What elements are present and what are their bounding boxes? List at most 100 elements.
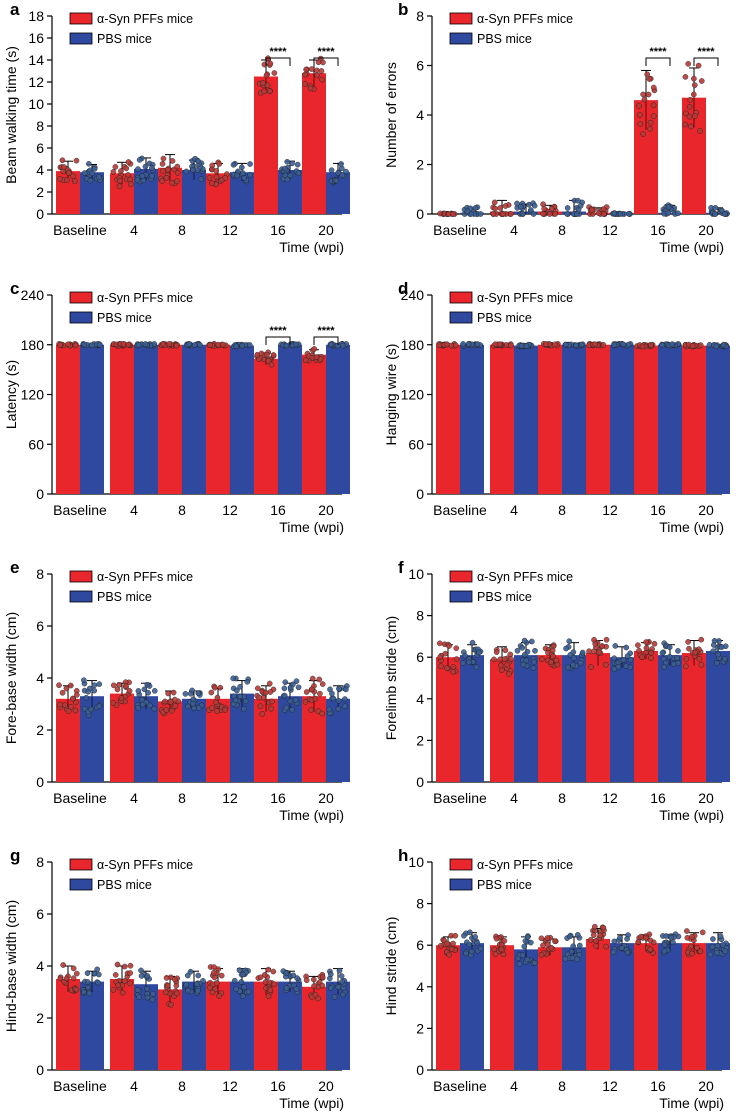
data-point xyxy=(169,158,176,164)
panel-label-e: e xyxy=(10,558,19,577)
data-point xyxy=(96,703,103,710)
legend-swatch-pffs xyxy=(69,12,93,25)
data-point xyxy=(265,358,272,364)
data-point xyxy=(436,640,443,647)
data-point xyxy=(308,66,315,72)
data-point xyxy=(233,343,240,350)
data-point xyxy=(257,974,264,981)
data-point xyxy=(498,662,504,669)
legend-swatch-pbs xyxy=(449,32,473,45)
x-tick-label: 4 xyxy=(510,222,518,238)
data-point xyxy=(637,120,644,127)
data-point xyxy=(327,971,334,978)
data-point xyxy=(518,342,525,349)
x-tick-label: 8 xyxy=(178,502,186,518)
data-point xyxy=(688,933,695,940)
data-point xyxy=(697,128,703,134)
data-point xyxy=(67,682,74,689)
data-point xyxy=(682,121,689,128)
data-point xyxy=(647,125,654,132)
y-tick-label: 8 xyxy=(416,896,424,912)
x-tick-label: 20 xyxy=(698,502,714,518)
legend-label-pffs: α-Syn PFFs mice xyxy=(477,858,573,872)
data-point xyxy=(448,946,455,952)
x-tick-label: 12 xyxy=(222,790,238,806)
x-tick-label: 16 xyxy=(650,790,666,806)
data-point xyxy=(568,948,575,955)
legend-label-pffs: α-Syn PFFs mice xyxy=(477,570,573,584)
x-tick-label: 8 xyxy=(558,790,566,806)
data-point xyxy=(312,695,319,702)
data-point xyxy=(524,956,531,963)
data-point xyxy=(674,654,680,661)
bar-pbs-20 xyxy=(706,650,730,782)
data-point xyxy=(335,984,342,990)
data-point xyxy=(316,676,323,683)
panel-a: a 0 2 4 6 8 10 12 14 16 18 Beam walking time (s) Tim… xyxy=(3,0,350,255)
data-point xyxy=(89,342,96,349)
data-point xyxy=(530,211,537,217)
data-point xyxy=(697,342,704,348)
data-point xyxy=(648,650,655,656)
panel-label-g: g xyxy=(10,846,20,865)
data-point xyxy=(234,172,241,179)
data-point xyxy=(710,648,716,655)
data-point xyxy=(318,68,325,74)
data-point xyxy=(516,961,523,967)
data-point xyxy=(190,167,196,173)
data-point xyxy=(625,341,632,348)
data-point xyxy=(64,177,70,183)
bar-pbs-4 xyxy=(514,949,538,1070)
data-point xyxy=(493,649,500,655)
data-point xyxy=(71,178,78,184)
data-point xyxy=(669,341,676,347)
data-point xyxy=(474,939,481,946)
data-point xyxy=(246,342,253,348)
data-point xyxy=(236,967,243,974)
bar-pbs-Baseline xyxy=(80,344,104,494)
data-point xyxy=(639,654,645,660)
x-tick-label: 12 xyxy=(602,222,618,238)
data-point xyxy=(230,161,237,168)
data-point xyxy=(695,62,702,69)
data-point xyxy=(587,937,594,943)
bar-pffs-16 xyxy=(634,345,658,494)
data-point xyxy=(62,702,68,709)
data-point xyxy=(661,942,668,948)
data-point xyxy=(240,706,247,712)
data-point xyxy=(168,179,175,186)
data-point xyxy=(686,103,693,110)
bar-pffs-16 xyxy=(634,943,658,1070)
data-point xyxy=(195,988,201,994)
data-point xyxy=(696,655,703,662)
data-point xyxy=(603,636,610,643)
data-point xyxy=(636,112,643,118)
data-point xyxy=(268,705,275,712)
x-axis-title: Time (wpi) xyxy=(659,239,724,255)
data-point xyxy=(234,687,240,694)
y-tick-label: 4 xyxy=(36,670,44,686)
data-point xyxy=(269,698,275,705)
data-point xyxy=(450,664,457,670)
data-point xyxy=(88,706,95,713)
panel-h: h 0 2 4 6 8 10 Hind stride (cm) Time (wpi) α-Syn … xyxy=(383,846,730,1111)
significance-label: **** xyxy=(697,46,715,58)
legend-label-pbs: PBS mice xyxy=(477,311,532,325)
y-tick-label: 2 xyxy=(416,732,424,748)
data-point xyxy=(548,944,555,951)
data-point xyxy=(620,341,627,348)
data-point xyxy=(665,204,672,210)
data-point xyxy=(683,656,690,662)
data-point xyxy=(333,177,340,184)
data-point xyxy=(343,686,349,693)
data-point xyxy=(94,966,101,973)
data-point xyxy=(84,979,91,985)
x-tick-label: 12 xyxy=(222,502,238,518)
data-point xyxy=(567,933,573,940)
data-point xyxy=(719,942,726,948)
bar-pffs-20 xyxy=(302,354,326,494)
data-point xyxy=(623,663,629,669)
data-point xyxy=(469,639,476,646)
data-point xyxy=(123,165,130,172)
significance-bracket xyxy=(313,336,339,345)
